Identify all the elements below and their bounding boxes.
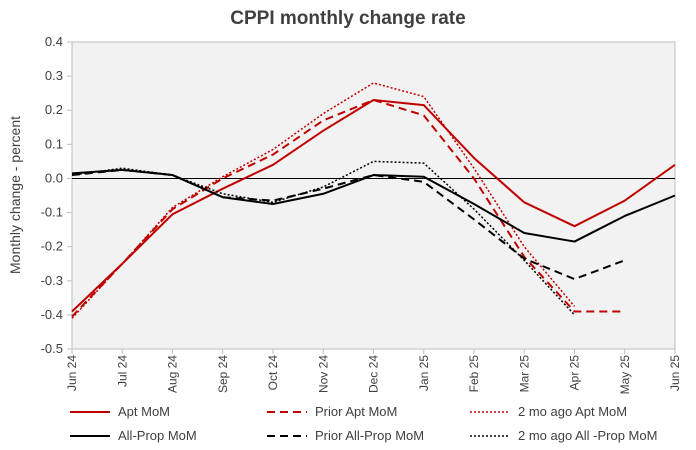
legend: Apt MoM Prior Apt MoM 2 mo ago Apt MoM All-… xyxy=(70,404,657,443)
y-tick-label: 0.3 xyxy=(45,68,63,83)
x-tick-label: Jan 25 xyxy=(417,355,431,391)
x-tick-label: Nov 24 xyxy=(316,355,330,393)
y-axis-title: Monthly change - percent xyxy=(7,116,23,274)
chart-title: CPPI monthly change rate xyxy=(230,8,466,29)
y-tick-label: 0.2 xyxy=(45,102,63,117)
legend-label: Prior Apt MoM xyxy=(315,404,397,419)
series-line-2-mo-ago-apt-mom xyxy=(71,82,576,319)
x-tick-label: Apr 25 xyxy=(568,355,582,391)
y-tick-label: -0.4 xyxy=(41,307,63,322)
plot-area xyxy=(71,41,676,350)
legend-label: Prior All-Prop MoM xyxy=(315,428,424,443)
series-line-prior-apt-mom xyxy=(71,98,625,318)
series-line-2-mo-ago-all-prop-mom xyxy=(71,160,576,316)
legend-label: All-Prop MoM xyxy=(118,428,197,443)
y-tick-label: 0.1 xyxy=(45,136,63,151)
series-layer xyxy=(71,82,676,319)
x-tick-label: May 25 xyxy=(618,355,632,395)
x-tick-label: Jul 24 xyxy=(115,355,129,387)
x-tick-label: Aug 24 xyxy=(166,355,180,393)
y-ticks: -0.5 -0.4 -0.3 -0.2 -0.1 0.0 0.1 0.2 0.3 0.4 xyxy=(41,34,72,356)
y-tick-label: -0.2 xyxy=(41,239,63,254)
x-tick-label: Feb 25 xyxy=(467,355,481,393)
legend-label: 2 mo ago Apt MoM xyxy=(518,404,627,419)
y-tick-label: 0.4 xyxy=(45,34,63,49)
legend-label: 2 mo ago All -Prop MoM xyxy=(518,428,657,443)
legend-label: Apt MoM xyxy=(118,404,170,419)
x-tick-label: Mar 25 xyxy=(517,355,531,393)
x-tick-label: Oct 24 xyxy=(266,355,280,391)
y-tick-label: -0.1 xyxy=(41,205,63,220)
series-line-apt-mom xyxy=(71,98,676,313)
y-tick-label: 0.0 xyxy=(45,170,63,185)
y-tick-label: -0.3 xyxy=(41,273,63,288)
x-ticks: Jun 24 Jul 24 Aug 24 Sep 24 Oct 24 Nov 24 Dec … xyxy=(65,349,682,394)
x-tick-label: Sep 24 xyxy=(216,355,230,393)
x-tick-label: Jun 25 xyxy=(668,355,682,391)
x-tick-label: Jun 24 xyxy=(65,355,79,391)
y-tick-label: -0.5 xyxy=(41,341,63,356)
x-tick-label: Dec 24 xyxy=(367,355,381,393)
